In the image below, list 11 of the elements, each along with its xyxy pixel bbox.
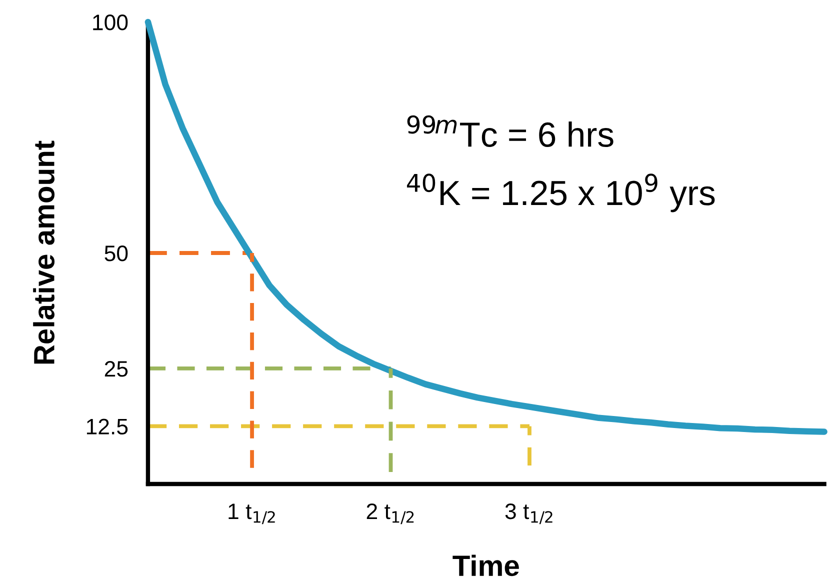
x-axis-title: Time — [452, 554, 519, 576]
y-tick-label: 50 — [104, 246, 128, 262]
annotation: $^{99m}$Tc = 6 hrs — [407, 115, 614, 147]
y-axis-title: Relative amount — [33, 140, 55, 364]
y-tick-label: 100 — [93, 14, 128, 30]
x-tick-label: 3 t$_{1/2}$ — [505, 503, 552, 524]
y-tick-label: 12.5 — [86, 418, 128, 435]
x-tick-label: 1 t$_{1/2}$ — [228, 504, 275, 524]
y-tick-label: 25 — [104, 361, 128, 377]
annotation: $^{40}$K = 1.25 x 10$^{9}$ yrs — [406, 174, 715, 212]
x-tick-label: 2 t$_{1/2}$ — [366, 503, 414, 524]
